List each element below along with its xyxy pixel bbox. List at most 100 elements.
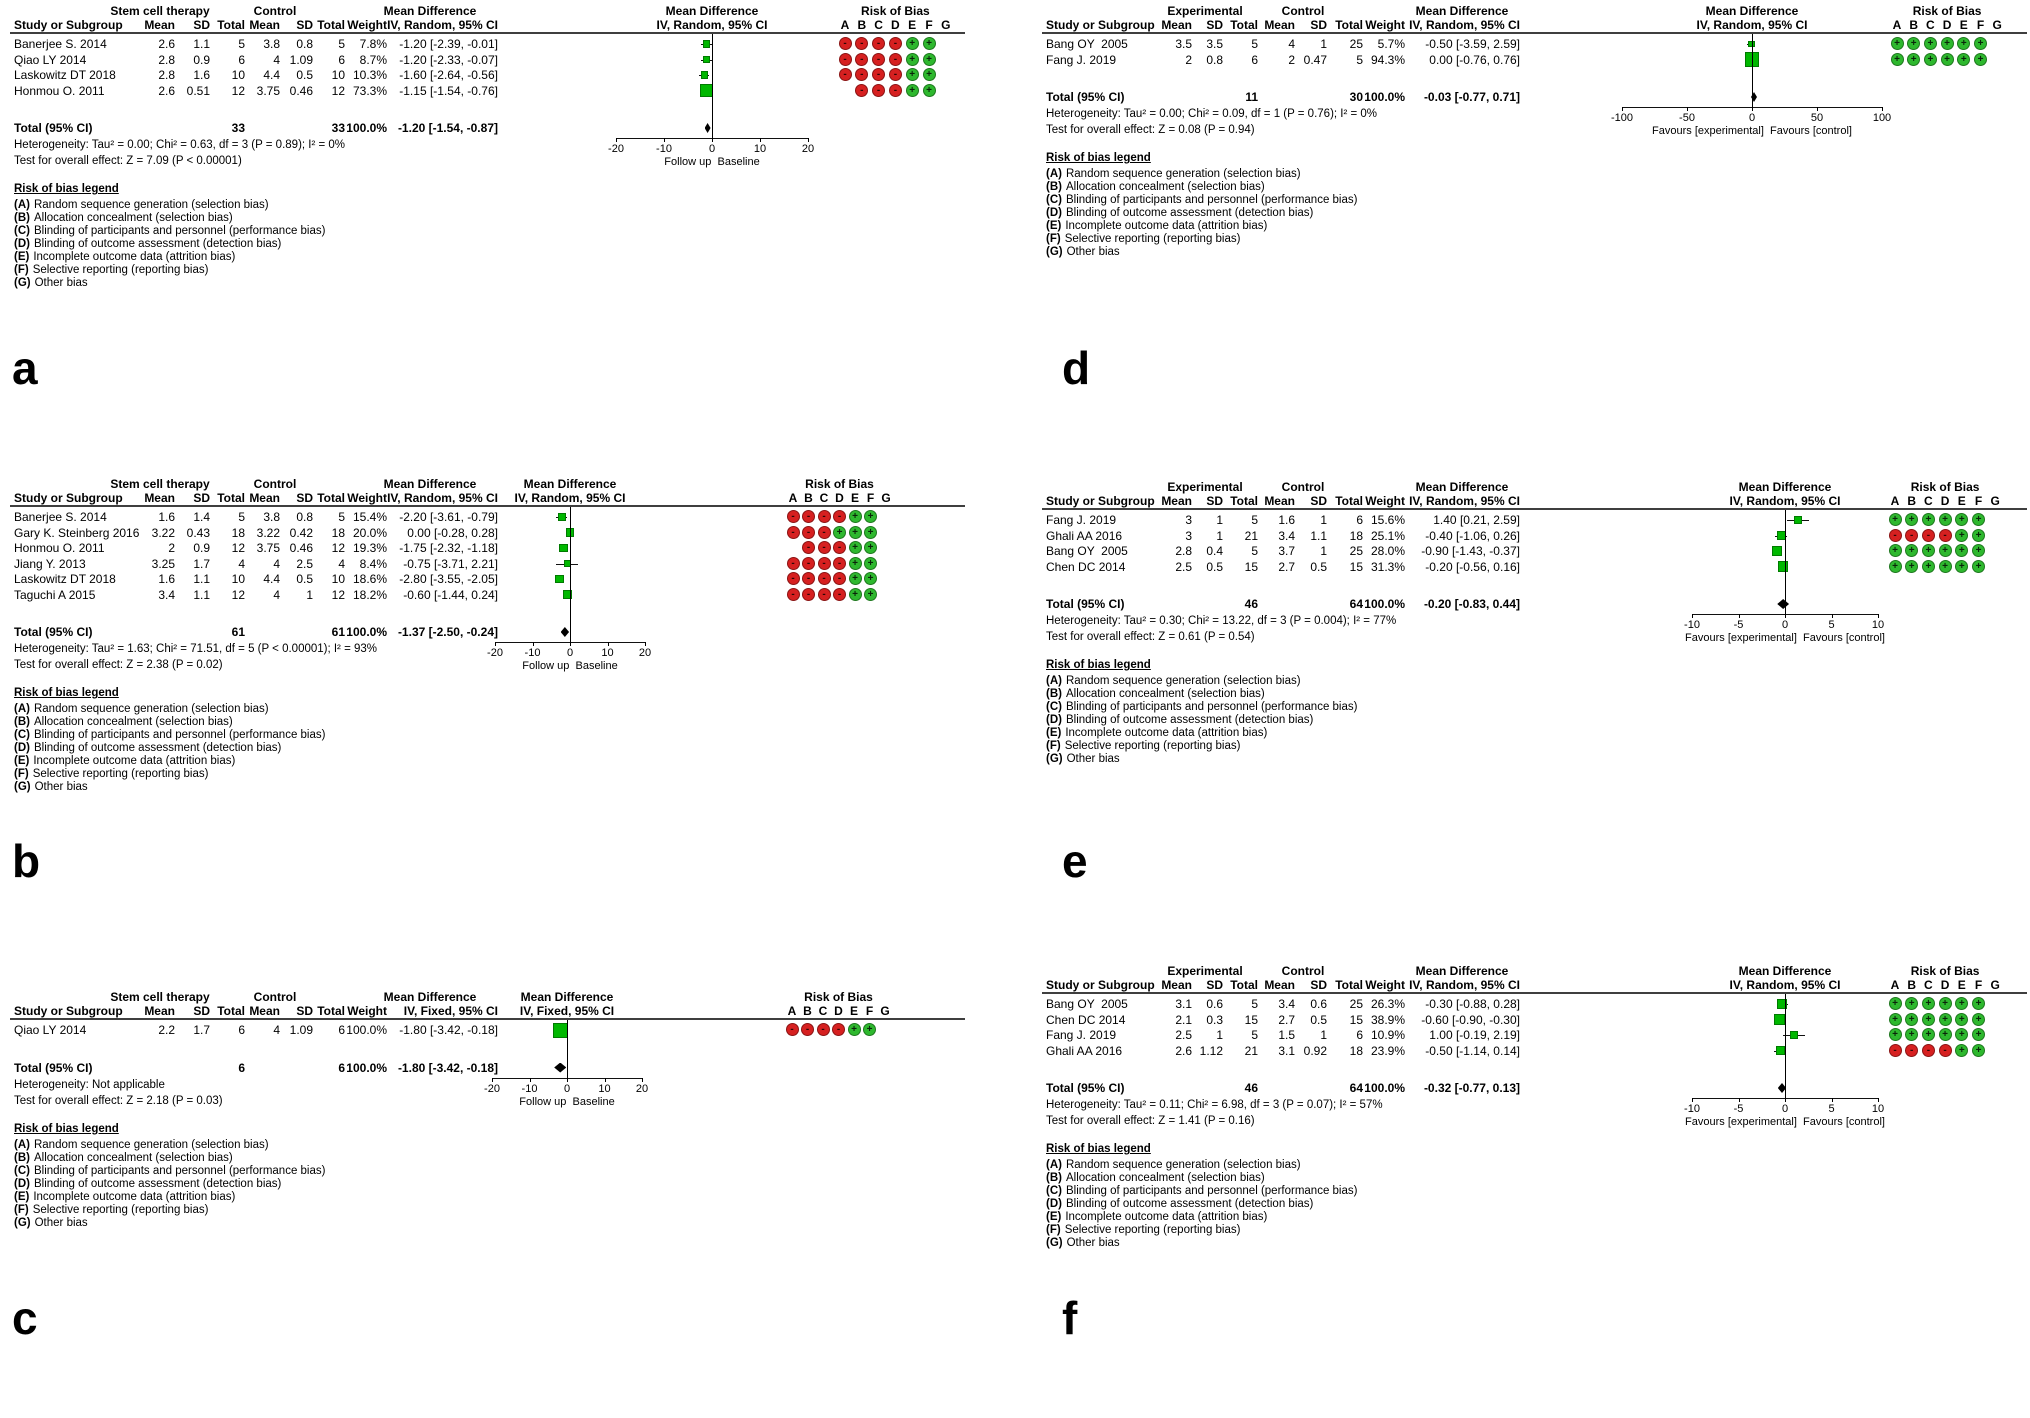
zero-line [1752,34,1753,107]
cell-m1: 2.6 [158,37,175,51]
rob-low-risk-icon: + [864,525,877,539]
rob-high-risk-icon: - [838,52,852,66]
cell-ci: -0.60 [-1.44, 0.24] [403,587,498,602]
header-rule [10,1018,965,1020]
cell-n1: 10 [231,68,245,82]
rob-low-risk-icon: + [1923,37,1937,50]
axis-tick-label: 0 [1781,1103,1789,1115]
rob-low-risk-icon: + [905,83,919,97]
cell-sd2: 1.09 [289,1023,313,1037]
cell-sd1: 0.51 [186,83,210,98]
plot-method-header: IV, Random, 95% CI [1729,978,1841,992]
cell-n2: 18 [331,525,345,540]
cell-weight: 15.6% [1370,513,1405,527]
rob-high-risk-icon: - [833,541,846,554]
rob-high-risk-icon: - [888,68,902,81]
cell-m2: 3.1 [1278,1043,1295,1058]
legend-item-key: (A) [1046,168,1062,180]
effect-marker [1790,1031,1799,1039]
rob-high-risk-icon: - [802,510,815,523]
rob-col-letter: C [1924,978,1933,992]
rob-low-risk-icon: + [864,556,877,570]
axis-tick [492,1077,493,1082]
plot-effect-header: Mean Difference [1738,964,1832,978]
group1-header: Experimental [1167,964,1243,978]
total-n1: 46 [1244,1081,1258,1095]
meta-analysis-figure: Stem cell therapy Control Mean Difference M… [10,2,2027,1344]
panel-letter-a: a [12,342,38,394]
rob-col-letter: E [908,18,917,32]
cell-weight: 15.4% [352,510,387,524]
cell-m2: 4 [273,1023,280,1037]
rob-low-risk-icon: + [1905,1028,1919,1041]
cell-n1: 15 [1244,1012,1258,1027]
rob-col-letter: E [849,1004,859,1018]
rob-low-risk-icon: + [1957,52,1971,66]
study-name: Banerjee S. 2014 [14,37,107,51]
legend-item-text: Selective reporting (reporting bias) [1064,1224,1241,1236]
rob-legend-item: (A) Random sequence generation (selection… [1046,168,1301,181]
axis-tick-label: 10 [753,143,767,155]
cell-n1: 5 [238,510,245,524]
cell-ci: 0.00 [-0.76, 0.76] [1429,52,1520,67]
cell-m1: 3.25 [151,556,175,571]
axis-tick-label: 0 [1748,112,1756,124]
legend-item-text: Blinding of outcome assessment (detectio… [1065,714,1314,726]
cell-sd2: 1.09 [289,52,313,67]
cell-sd1: 0.9 [193,52,210,67]
effect-marker [1744,52,1760,67]
rob-high-risk-icon: - [817,587,831,601]
rob-high-risk-icon: - [802,572,815,585]
rob-low-risk-icon: + [1955,544,1969,557]
axis-tick-label: -5 [1733,619,1744,631]
sd-col-header: SD [1310,978,1327,992]
axis-tick [712,138,713,142]
axis-tick-label: -20 [608,143,624,155]
axis-direction-label: Follow up Baseline [522,660,618,672]
panel-letter-c: c [12,1292,38,1344]
rob-legend-item: (G) Other bias [14,277,88,290]
axis-tick-label: -10 [656,143,672,155]
effect-marker [559,543,568,553]
axis-tick [1622,107,1623,111]
cell-ci: -0.90 [-1.43, -0.37] [1421,544,1520,558]
forest-panel-a: Stem cell therapy Control Mean Difference M… [10,2,965,432]
rob-col-letter: F [925,18,933,32]
effect-marker [563,590,573,599]
cell-n2: 10 [331,572,345,586]
cell-m2: 4 [273,587,280,602]
cell-n2: 12 [331,83,345,98]
rob-low-risk-icon: + [922,68,936,81]
axis-tick-label: 0 [1781,619,1789,631]
plot-method-header: IV, Fixed, 95% CI [519,1004,615,1018]
cell-n1: 5 [1251,513,1258,527]
cell-sd2: 0.5 [1310,1012,1327,1027]
cell-m1: 2.5 [1175,1028,1192,1042]
total-ci: -1.20 [-1.54, -0.87] [397,121,498,135]
axis-tick-label: 10 [601,647,614,659]
panel-letter-e: e [1062,835,1088,887]
rob-legend-item: (D) Blinding of outcome assessment (detec… [14,1178,281,1191]
axis-tick [1738,1098,1740,1102]
effect-marker [1748,40,1755,48]
cell-n1: 5 [1251,37,1258,51]
cell-weight: 38.9% [1370,1012,1405,1027]
legend-item-text: Blinding of outcome assessment (detectio… [33,742,282,754]
legend-item-text: Random sequence generation (selection bi… [1065,168,1301,180]
rob-legend-title: Risk of bias legend [14,183,119,195]
rob-low-risk-icon: + [1972,544,1985,557]
cell-weight: 28.0% [1370,544,1405,558]
rob-col-letter: G [1992,18,2002,32]
group1-header: Stem cell therapy [110,4,210,18]
legend-item-text: Incomplete outcome data (attrition bias) [33,251,236,263]
rob-col-letter: G [880,1004,890,1018]
rob-low-risk-icon: + [1974,37,1987,50]
cell-ci: -0.20 [-0.56, 0.16] [1425,559,1520,574]
rob-col-letter: F [1974,978,1983,992]
study-col-header: Study or Subgroup [14,18,123,32]
rob-high-risk-icon: - [832,1023,845,1036]
cell-weight: 31.3% [1370,559,1405,574]
rob-low-risk-icon: + [1955,997,1969,1010]
cell-m1: 3 [1185,528,1192,543]
zero-line [570,507,571,642]
